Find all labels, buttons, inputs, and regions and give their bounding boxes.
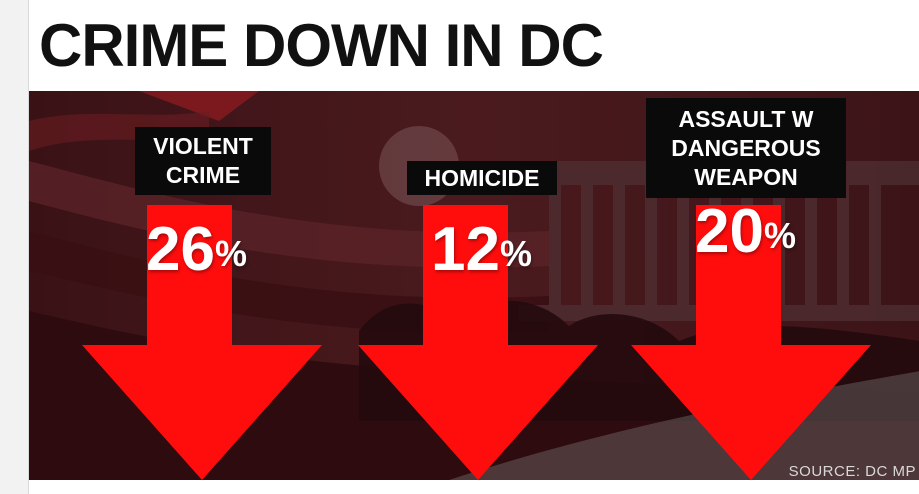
value-label-violent-crime: 26% [146,215,247,284]
value-label-assault-weapon: 20% [695,197,796,266]
source-note: SOURCE: DC MP [788,463,916,480]
post-card: CRIME DOWN IN DC [28,0,919,494]
arrow-shape [631,205,871,480]
category-label-assault-weapon: ASSAULT W DANGEROUS WEAPON [646,98,846,198]
arrow-shape [82,205,322,480]
arrow-shape [358,205,598,480]
infographic: VIOLENT CRIME HOMICIDE ASSAULT W DANGERO… [29,91,919,480]
value-label-homicide: 12% [431,215,532,284]
category-label-homicide: HOMICIDE [407,161,557,195]
arrow-homicide [358,205,598,480]
arrow-violent-crime [82,205,322,480]
headline: CRIME DOWN IN DC [39,12,604,79]
footer-strip [29,480,919,494]
arrow-assault-weapon [631,205,871,480]
category-label-violent-crime: VIOLENT CRIME [135,127,271,195]
